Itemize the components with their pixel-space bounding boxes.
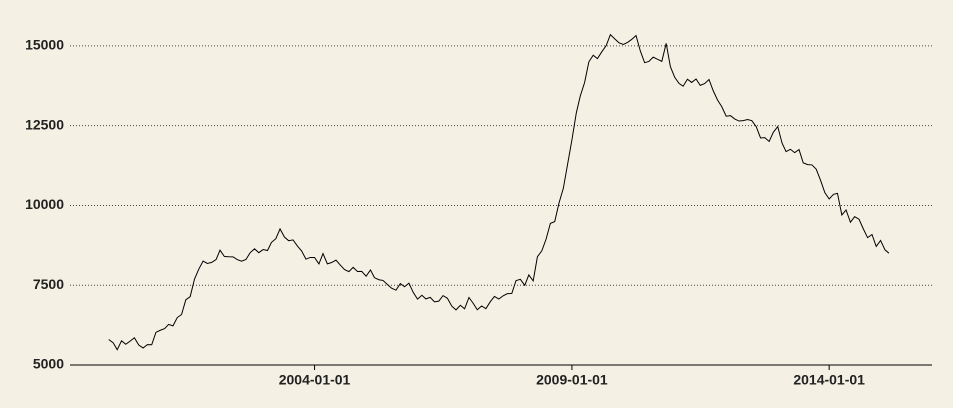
x-tick-label: 2014-01-01 bbox=[793, 372, 865, 388]
y-tick-label: 12500 bbox=[25, 116, 64, 132]
y-tick-label: 10000 bbox=[25, 196, 64, 212]
x-tick-label: 2009-01-01 bbox=[536, 372, 608, 388]
x-tick-label: 2004-01-01 bbox=[279, 372, 351, 388]
y-tick-label: 5000 bbox=[33, 356, 64, 372]
y-tick-label: 15000 bbox=[25, 37, 64, 53]
data-line bbox=[108, 33, 890, 351]
y-tick-label: 7500 bbox=[33, 276, 64, 292]
